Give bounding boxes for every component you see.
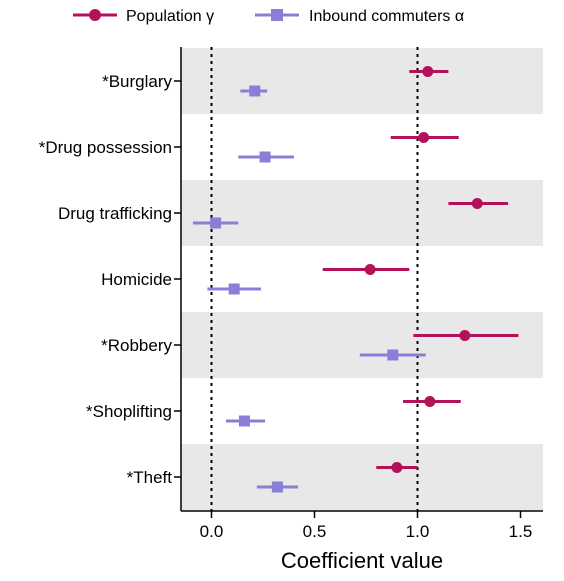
data-point — [210, 217, 222, 229]
y-tick-label: *Shoplifting — [86, 402, 172, 421]
x-tick-label: 0.5 — [303, 522, 327, 541]
axes — [180, 47, 543, 512]
y-tick-label: *Drug possession — [39, 138, 172, 157]
y-tick-label: Homicide — [101, 270, 172, 289]
x-tick-label: 0.0 — [200, 522, 224, 541]
x-tick-label: 1.5 — [509, 522, 533, 541]
y-axis-ticks: *Burglary *Drug possession Drug traffickin… — [39, 72, 181, 487]
data-point — [238, 415, 250, 427]
legend-label: Inbound commuters α — [309, 8, 464, 25]
x-tick-label: 1.0 — [406, 522, 430, 541]
data-point — [391, 462, 403, 473]
data-marks — [192, 66, 519, 493]
legend-label: Population γ — [126, 8, 214, 25]
row-band — [181, 444, 543, 510]
data-point — [387, 349, 399, 361]
legend-marker — [271, 9, 283, 21]
x-axis-title: Coefficient value — [281, 548, 443, 573]
y-tick-label: *Robbery — [101, 336, 172, 355]
data-point — [364, 264, 376, 275]
y-tick-label: *Theft — [127, 468, 173, 487]
row-band — [181, 180, 543, 246]
legend-marker — [89, 9, 101, 21]
y-tick-label: Drug trafficking — [58, 204, 172, 223]
data-point — [424, 396, 436, 407]
data-point — [228, 283, 240, 295]
data-point — [418, 132, 430, 143]
row-band — [181, 312, 543, 378]
y-tick-label: *Burglary — [102, 72, 172, 91]
data-point — [259, 151, 271, 163]
x-axis-ticks: 0.0 0.5 1.0 1.5 — [200, 511, 533, 541]
row-band — [181, 48, 543, 114]
row-bands — [181, 48, 543, 510]
data-point — [471, 198, 483, 209]
reference-lines — [210, 47, 419, 511]
legend: Population γ Inbound commuters α — [73, 8, 464, 25]
data-point — [422, 66, 434, 77]
data-point — [271, 481, 283, 493]
data-point — [249, 85, 261, 97]
data-point — [459, 330, 471, 341]
